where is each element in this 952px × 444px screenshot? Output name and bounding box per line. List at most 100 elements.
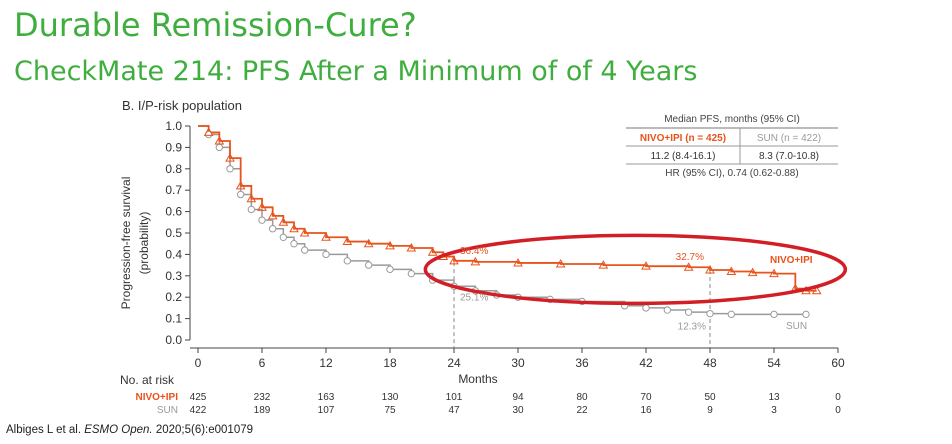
risk-row-label: NIVO+IPI: [135, 392, 178, 403]
y-tick-label: 0.6: [165, 205, 182, 219]
nivo-ipi-censor-point: [598, 260, 609, 269]
inset-table-col1-header: NIVO+IPI (n = 425): [640, 133, 726, 144]
nivo-ipi-censor-point: [769, 268, 779, 278]
x-tick-label: 6: [259, 356, 266, 370]
sun-censor-point: [663, 306, 672, 314]
nivo-ipi-censor-point: [225, 153, 235, 162]
slide-subtitle: CheckMate 214: PFS After a Minimum of of…: [14, 56, 698, 87]
sun-censor-point: [343, 257, 352, 265]
sun-censor-point: [300, 246, 309, 254]
risk-value: 94: [512, 392, 524, 403]
risk-value: 22: [576, 405, 588, 416]
y-tick-label: 0.7: [165, 183, 182, 197]
nivo-ipi-censor-point: [747, 267, 758, 277]
sun-censor-point: [706, 309, 714, 318]
y-axis-label-unit: (probability): [137, 212, 151, 275]
nivo-ipi-censor-point: [406, 242, 417, 252]
sun-censor-point: [322, 250, 330, 259]
x-tick-label: 18: [383, 356, 397, 370]
nivo-ipi-censor-point: [811, 285, 822, 295]
sun-censor-point: [215, 143, 224, 152]
nivo-ipi-curve: [198, 125, 817, 292]
plateau-highlight-ellipse: [423, 233, 848, 306]
y-tick-label: 0.0: [165, 333, 182, 347]
landmark-label: 12.3%: [678, 322, 706, 333]
nivo-ipi-censor-point: [726, 266, 737, 276]
x-tick-label: 24: [447, 356, 461, 370]
risk-value: 163: [318, 392, 335, 403]
risk-value: 50: [704, 392, 716, 403]
nivo-ipi-censor-point: [235, 180, 246, 190]
nivo-ipi-censor-point: [257, 202, 267, 211]
nivo-ipi-censor-point: [342, 236, 353, 246]
x-tick-label: 12: [319, 356, 333, 370]
nivo-ipi-censor-point: [555, 259, 566, 268]
nivo-ipi-censor-point: [299, 227, 310, 237]
risk-value: 107: [318, 405, 335, 416]
citation: Albiges L et al. ESMO Open. 2020;5(6):e0…: [6, 424, 253, 436]
risk-value: 80: [576, 392, 588, 403]
series-label-sun: SUN: [786, 321, 807, 332]
risk-value: 9: [707, 405, 713, 416]
risk-value: 422: [190, 405, 207, 416]
nivo-ipi-censor-point: [289, 223, 299, 233]
risk-value: 232: [254, 392, 271, 403]
inset-table-col2-value: 8.3 (7.0-10.8): [759, 151, 819, 162]
nivo-ipi-censor-point: [203, 127, 214, 136]
y-tick-label: 0.4: [165, 247, 182, 261]
nivo-ipi-censor-point: [449, 255, 459, 265]
risk-value: 16: [640, 405, 652, 416]
x-axis-label: Months: [458, 372, 497, 386]
inset-table-title: Median PFS, months (95% CI): [664, 114, 800, 125]
nivo-ipi-censor-point: [705, 265, 715, 274]
sun-censor-point: [770, 310, 778, 319]
y-axis-label: Progression-free survival: [119, 177, 133, 310]
sun-censor-point: [802, 310, 810, 319]
sun-censor-point: [642, 304, 650, 312]
risk-row-label: SUN: [157, 405, 178, 416]
nivo-ipi-censor-point: [267, 210, 278, 220]
sun-censor-point: [236, 190, 245, 199]
risk-value: 189: [254, 405, 271, 416]
sun-censor-point: [268, 225, 277, 233]
risk-value: 30: [512, 405, 524, 416]
x-tick-label: 30: [511, 356, 525, 370]
landmark-label: 25.1%: [460, 292, 488, 303]
risk-value: 0: [835, 392, 841, 403]
nivo-ipi-censor-point: [363, 238, 374, 248]
x-tick-label: 48: [703, 356, 717, 370]
y-tick-label: 0.1: [165, 312, 182, 326]
sun-censor-point: [290, 240, 298, 248]
nivo-ipi-censor-point: [385, 240, 395, 250]
landmark-label: 32.7%: [676, 252, 704, 263]
nivo-ipi-censor-point: [214, 135, 225, 145]
landmark-label: 36.4%: [460, 246, 488, 257]
sun-censor-point: [279, 233, 288, 241]
sun-censor-point: [386, 265, 394, 274]
x-tick-label: 36: [575, 356, 589, 370]
risk-value: 13: [768, 392, 780, 403]
x-tick-label: 60: [831, 356, 845, 370]
nivo-ipi-censor-point: [470, 256, 481, 266]
risk-value: 425: [190, 392, 207, 403]
y-tick-label: 0.8: [165, 162, 182, 176]
panel-title: B. I/P-risk population: [122, 98, 242, 113]
sun-censor-point: [247, 205, 256, 214]
y-tick-label: 0.2: [165, 290, 182, 304]
sun-censor-point: [727, 310, 736, 319]
y-tick-label: 0.9: [165, 140, 182, 154]
nivo-ipi-censor-point: [246, 193, 257, 203]
nivo-ipi-censor-point: [278, 217, 289, 226]
sun-curve: [198, 125, 806, 316]
sun-censor-point: [407, 269, 416, 278]
nivo-ipi-censor-point: [683, 262, 694, 271]
y-tick-label: 0.5: [165, 226, 182, 240]
nivo-ipi-censor-point: [427, 247, 438, 256]
y-tick-label: 1.0: [165, 119, 182, 133]
citation-details: 2020;5(6):e001079: [155, 424, 254, 436]
risk-value: 101: [446, 392, 463, 403]
nivo-ipi-censor-point: [513, 257, 523, 267]
x-tick-label: 0: [195, 356, 202, 370]
x-tick-label: 42: [639, 356, 653, 370]
